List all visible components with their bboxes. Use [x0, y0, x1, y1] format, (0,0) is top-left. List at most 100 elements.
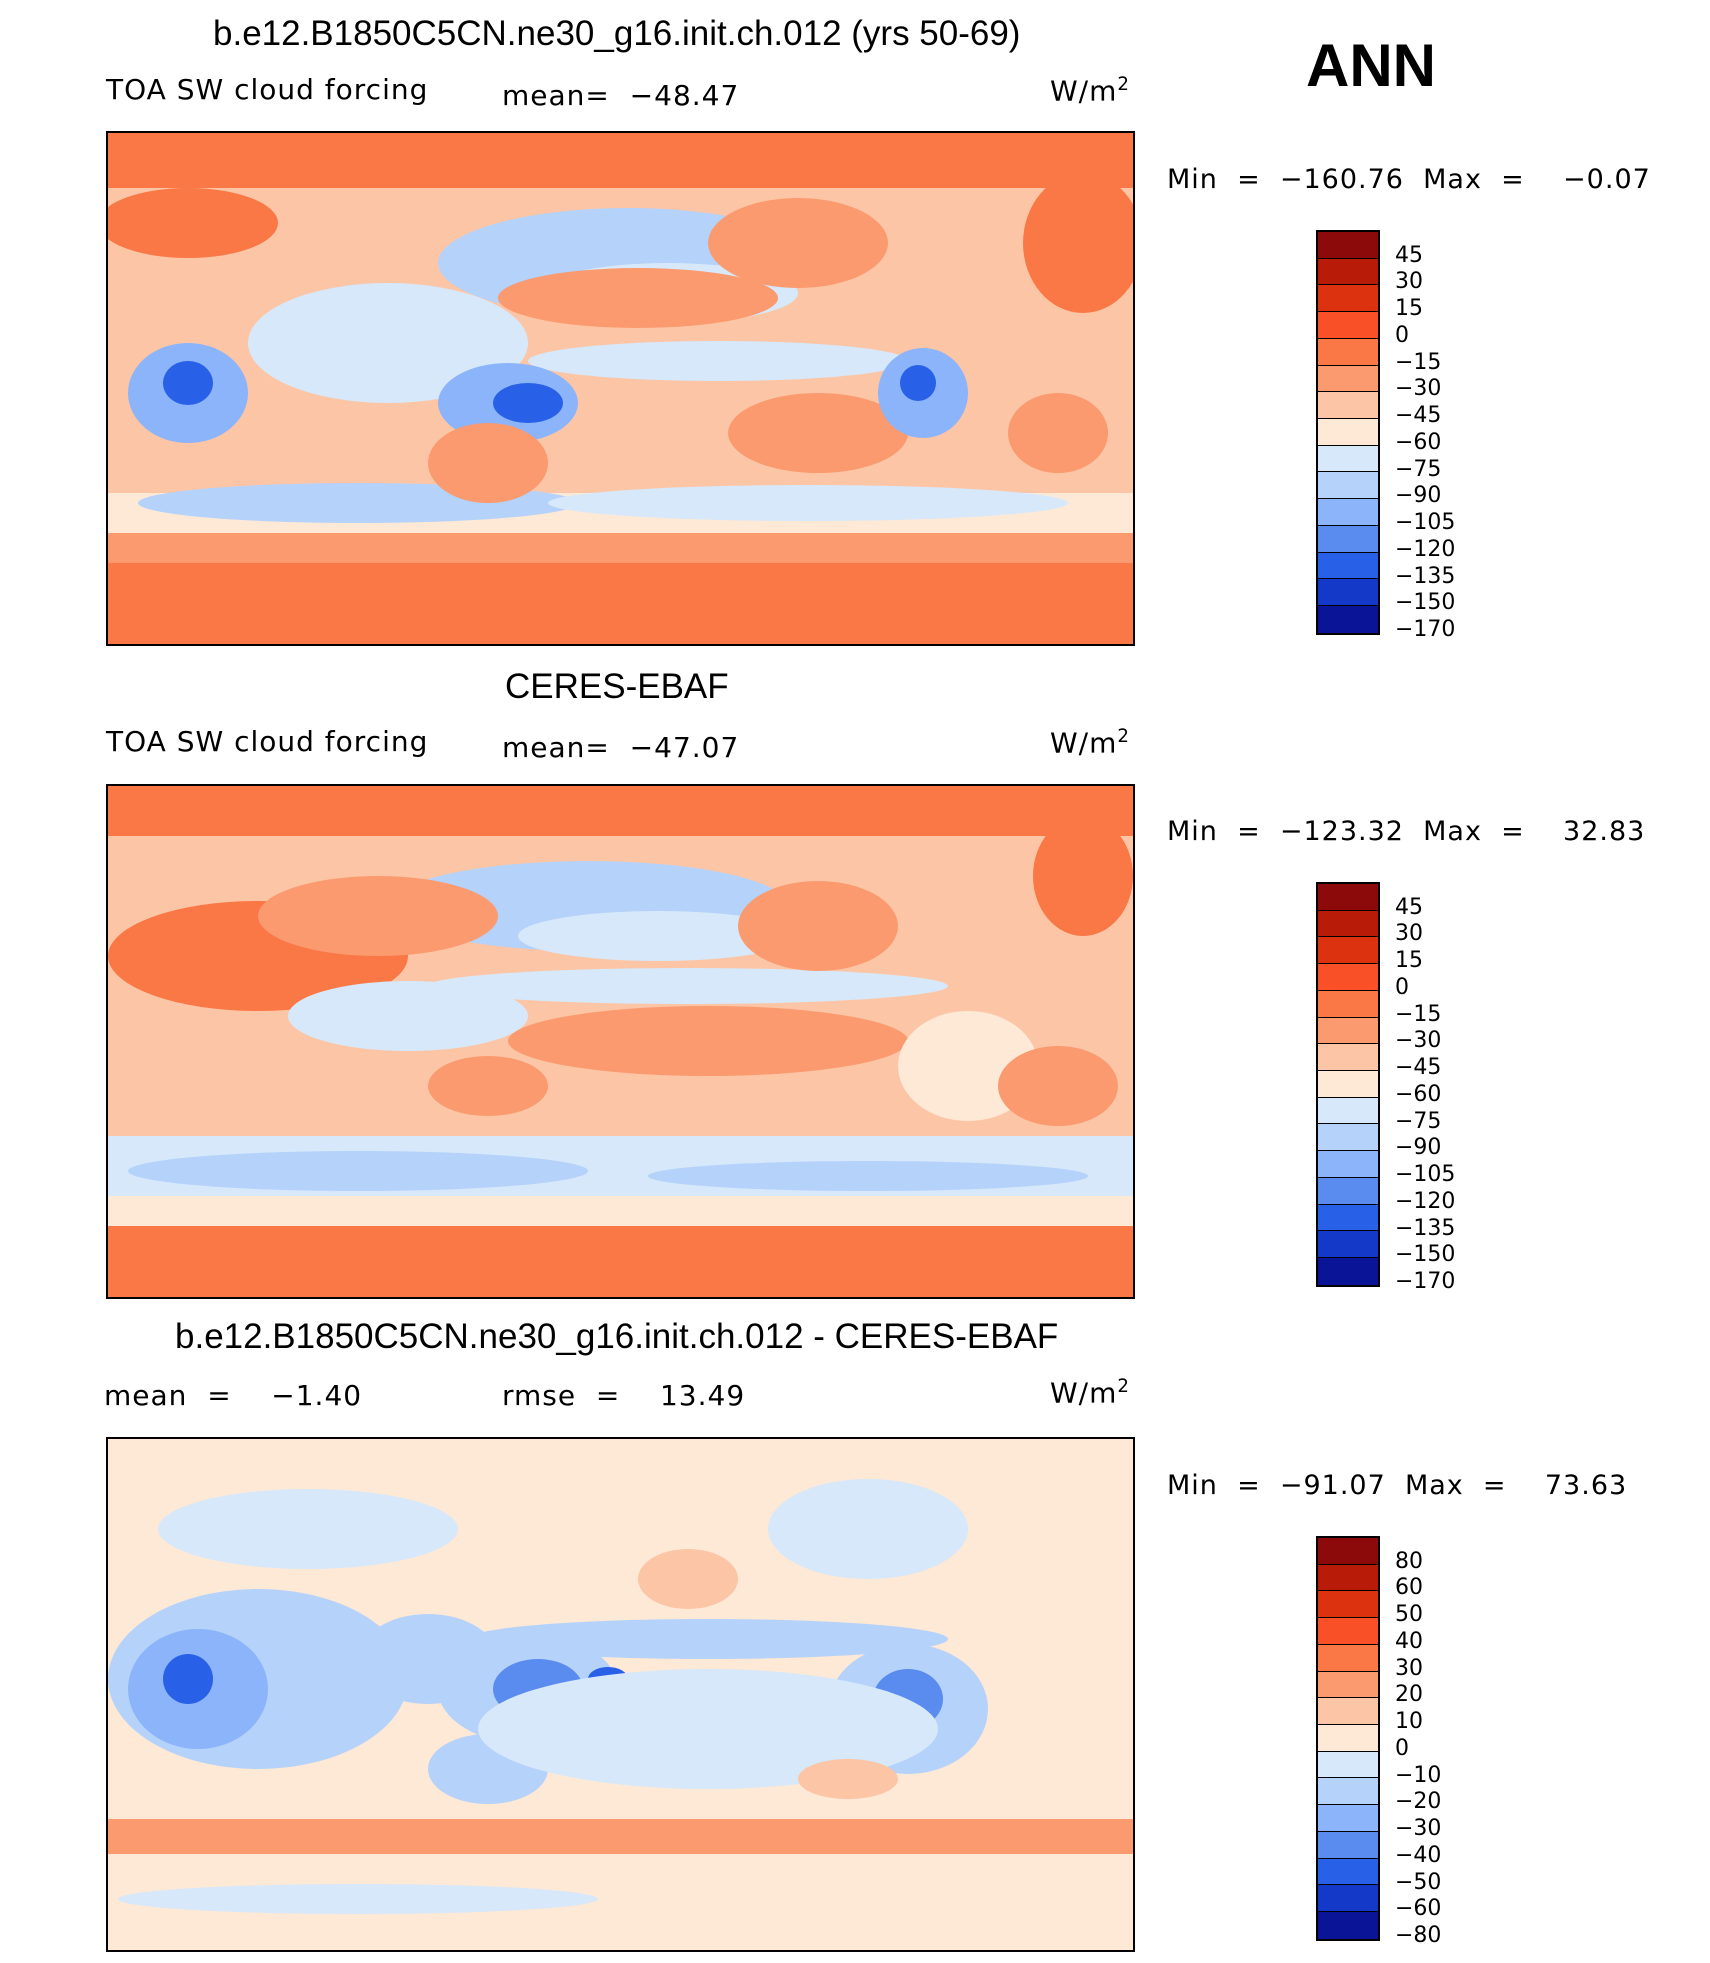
colorbar-label: −120 — [1395, 1188, 1456, 1214]
panel-3-rmse-label: rmse = 13.49 — [502, 1379, 746, 1412]
panel-3-colorbar — [1316, 1536, 1380, 1941]
colorbar-segment — [1318, 1564, 1378, 1592]
colorbar-label: −90 — [1395, 483, 1442, 509]
colorbar-label: −60 — [1395, 429, 1442, 455]
season-label: ANN — [1306, 32, 1436, 99]
colorbar-label: 60 — [1395, 1575, 1423, 1601]
colorbar-segment — [1318, 285, 1378, 313]
colorbar-label: 30 — [1395, 269, 1423, 295]
colorbar-label: −150 — [1395, 1242, 1456, 1268]
panel-1-map — [106, 131, 1135, 646]
colorbar-label: −150 — [1395, 590, 1456, 616]
colorbar-segment — [1318, 1778, 1378, 1806]
colorbar-segment — [1318, 1591, 1378, 1619]
colorbar-segment — [1318, 365, 1378, 393]
colorbar-segment — [1318, 1177, 1378, 1205]
colorbar-label: 0 — [1395, 974, 1409, 1000]
colorbar-segment — [1318, 1912, 1378, 1939]
colorbar-label: 45 — [1395, 894, 1423, 920]
colorbar-label: 0 — [1395, 1735, 1409, 1761]
colorbar-label: 50 — [1395, 1602, 1423, 1628]
colorbar-label: −60 — [1395, 1896, 1442, 1922]
colorbar-label: −30 — [1395, 376, 1442, 402]
panel-1-title: b.e12.B1850C5CN.ne30_g16.init.ch.012 (yr… — [213, 14, 1021, 53]
colorbar-segment — [1318, 1751, 1378, 1779]
colorbar-segment — [1318, 1725, 1378, 1752]
colorbar-label: −10 — [1395, 1762, 1442, 1788]
panel-1-variable-label: TOA SW cloud forcing — [106, 73, 429, 106]
colorbar-label: 15 — [1395, 296, 1423, 322]
colorbar-segment — [1318, 579, 1378, 607]
colorbar-label: −120 — [1395, 536, 1456, 562]
panel-3-units: W/m2 — [1050, 1376, 1130, 1410]
colorbar-segment — [1318, 1618, 1378, 1645]
colorbar-segment — [1318, 884, 1378, 911]
colorbar-segment — [1318, 312, 1378, 339]
colorbar-segment — [1318, 1124, 1378, 1152]
panel-3-mean-label: mean = −1.40 — [104, 1379, 363, 1412]
colorbar-label: −30 — [1395, 1816, 1442, 1842]
colorbar-segment — [1318, 552, 1378, 580]
colorbar-segment — [1318, 1071, 1378, 1098]
colorbar-segment — [1318, 606, 1378, 633]
colorbar-label: −80 — [1395, 1923, 1442, 1948]
colorbar-segment — [1318, 964, 1378, 991]
colorbar-segment — [1318, 910, 1378, 938]
panel-2-title: CERES-EBAF — [505, 667, 729, 706]
colorbar-label: −135 — [1395, 563, 1456, 589]
colorbar-segment — [1318, 1017, 1378, 1045]
colorbar-segment — [1318, 1044, 1378, 1072]
panel-3-map — [106, 1437, 1135, 1952]
colorbar-label: −105 — [1395, 1162, 1456, 1188]
panel-1-units: W/m2 — [1050, 74, 1130, 108]
colorbar-segment — [1318, 1204, 1378, 1232]
colorbar-label: −75 — [1395, 456, 1442, 482]
colorbar-label: −170 — [1395, 1269, 1456, 1294]
colorbar-segment — [1318, 1538, 1378, 1565]
colorbar-segment — [1318, 1885, 1378, 1913]
colorbar-label: 30 — [1395, 1655, 1423, 1681]
panel-1-minmax: Min = −160.76 Max = −0.07 — [1167, 164, 1651, 195]
panel-2-map — [106, 784, 1135, 1299]
colorbar-label: −60 — [1395, 1081, 1442, 1107]
colorbar-segment — [1318, 1831, 1378, 1859]
panel-2-colorbar — [1316, 882, 1380, 1287]
panel-2-units: W/m2 — [1050, 726, 1130, 760]
colorbar-label: 10 — [1395, 1709, 1423, 1735]
colorbar-label: −30 — [1395, 1028, 1442, 1054]
colorbar-label: −40 — [1395, 1842, 1442, 1868]
colorbar-label: −75 — [1395, 1108, 1442, 1134]
colorbar-label: −135 — [1395, 1215, 1456, 1241]
colorbar-segment — [1318, 1858, 1378, 1886]
colorbar-label: 45 — [1395, 242, 1423, 268]
colorbar-segment — [1318, 1151, 1378, 1178]
panel-1-mean-label: mean= −48.47 — [502, 79, 740, 112]
panel-1-colorbar — [1316, 230, 1380, 635]
colorbar-segment — [1318, 419, 1378, 446]
colorbar-label: 15 — [1395, 948, 1423, 974]
panel-3-title: b.e12.B1850C5CN.ne30_g16.init.ch.012 - C… — [175, 1317, 1059, 1356]
colorbar-segment — [1318, 472, 1378, 500]
colorbar-label: −45 — [1395, 1055, 1442, 1081]
colorbar-label: −50 — [1395, 1869, 1442, 1895]
colorbar-segment — [1318, 232, 1378, 259]
colorbar-segment — [1318, 1231, 1378, 1259]
colorbar-segment — [1318, 1671, 1378, 1699]
colorbar-segment — [1318, 392, 1378, 420]
colorbar-segment — [1318, 499, 1378, 526]
colorbar-segment — [1318, 937, 1378, 965]
panel-2-variable-label: TOA SW cloud forcing — [106, 725, 429, 758]
colorbar-segment — [1318, 258, 1378, 286]
colorbar-segment — [1318, 525, 1378, 553]
colorbar-label: −45 — [1395, 403, 1442, 429]
colorbar-label: −170 — [1395, 617, 1456, 642]
colorbar-label: −90 — [1395, 1135, 1442, 1161]
colorbar-label: −15 — [1395, 349, 1442, 375]
colorbar-segment — [1318, 1097, 1378, 1125]
panel-3-minmax: Min = −91.07 Max = 73.63 — [1167, 1470, 1628, 1501]
colorbar-label: 80 — [1395, 1548, 1423, 1574]
colorbar-segment — [1318, 990, 1378, 1018]
colorbar-segment — [1318, 445, 1378, 473]
panel-2-minmax: Min = −123.32 Max = 32.83 — [1167, 816, 1646, 847]
panel-2-mean-label: mean= −47.07 — [502, 731, 740, 764]
